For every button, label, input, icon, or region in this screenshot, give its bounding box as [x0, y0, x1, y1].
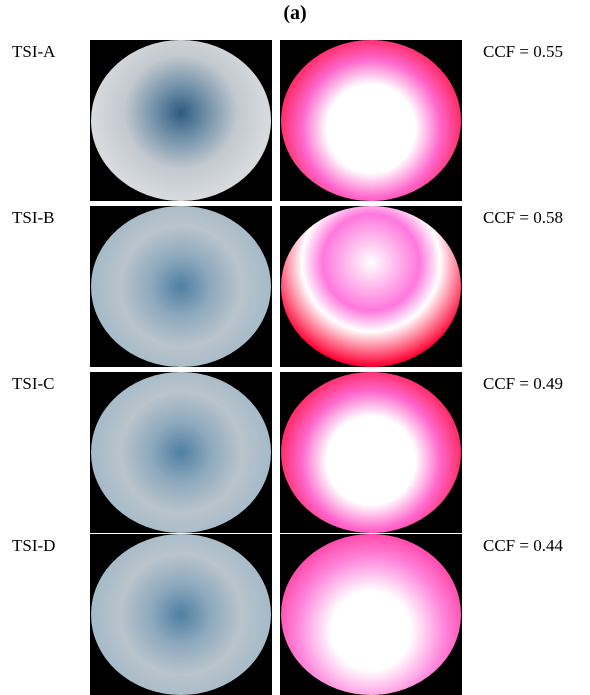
ccf-value: CCF = 0.49: [483, 374, 563, 394]
segmented-image: [280, 40, 462, 201]
ccf-value: CCF = 0.55: [483, 42, 563, 62]
sky-image: [90, 40, 272, 201]
panel-title: (a): [0, 2, 590, 25]
sky-image: [90, 372, 272, 533]
image-row: TSI-D CCF = 0.44: [0, 534, 590, 695]
sky-image: [90, 534, 272, 695]
row-label: TSI-A: [12, 42, 55, 62]
row-label: TSI-B: [12, 208, 55, 228]
ccf-value: CCF = 0.58: [483, 208, 563, 228]
sky-image: [90, 206, 272, 367]
segmented-image: [280, 206, 462, 367]
segmented-image: [280, 534, 462, 695]
image-row: TSI-B CCF = 0.58: [0, 206, 590, 367]
row-label: TSI-C: [12, 374, 55, 394]
segmented-image: [280, 372, 462, 533]
ccf-value: CCF = 0.44: [483, 536, 563, 556]
figure-page: (a) TSI-A CCF = 0.55 TSI-B CCF = 0.58 TS…: [0, 0, 590, 695]
image-row: TSI-A CCF = 0.55: [0, 40, 590, 201]
row-label: TSI-D: [12, 536, 55, 556]
image-row: TSI-C CCF = 0.49: [0, 372, 590, 533]
